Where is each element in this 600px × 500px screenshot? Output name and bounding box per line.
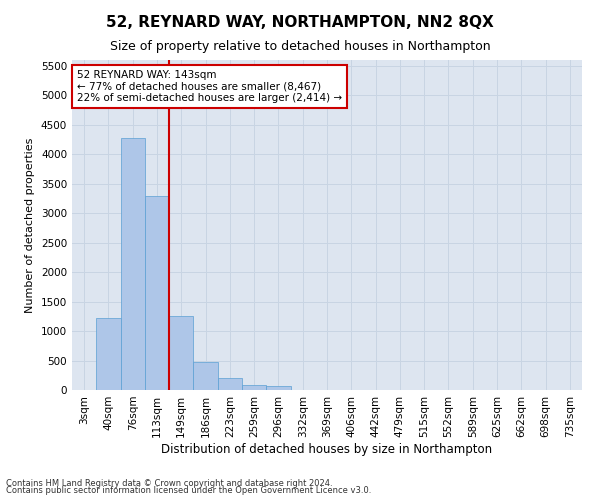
Bar (242, 384, 266, 390)
Bar (193, 362, 218, 390)
Bar (145, 196, 169, 390)
Bar (169, 316, 193, 390)
Bar (96, 318, 121, 390)
Text: Contains HM Land Registry data © Crown copyright and database right 2024.: Contains HM Land Registry data © Crown c… (6, 478, 332, 488)
X-axis label: Distribution of detached houses by size in Northampton: Distribution of detached houses by size … (161, 442, 493, 456)
Bar (121, 138, 145, 390)
Bar (266, 386, 290, 390)
Text: Size of property relative to detached houses in Northampton: Size of property relative to detached ho… (110, 40, 490, 53)
Y-axis label: Number of detached properties: Number of detached properties (25, 138, 35, 312)
Text: 52, REYNARD WAY, NORTHAMPTON, NN2 8QX: 52, REYNARD WAY, NORTHAMPTON, NN2 8QX (106, 15, 494, 30)
Text: 52 REYNARD WAY: 143sqm
← 77% of detached houses are smaller (8,467)
22% of semi-: 52 REYNARD WAY: 143sqm ← 77% of detached… (77, 70, 342, 103)
Text: Contains public sector information licensed under the Open Government Licence v3: Contains public sector information licen… (6, 486, 371, 495)
Bar (218, 378, 242, 390)
